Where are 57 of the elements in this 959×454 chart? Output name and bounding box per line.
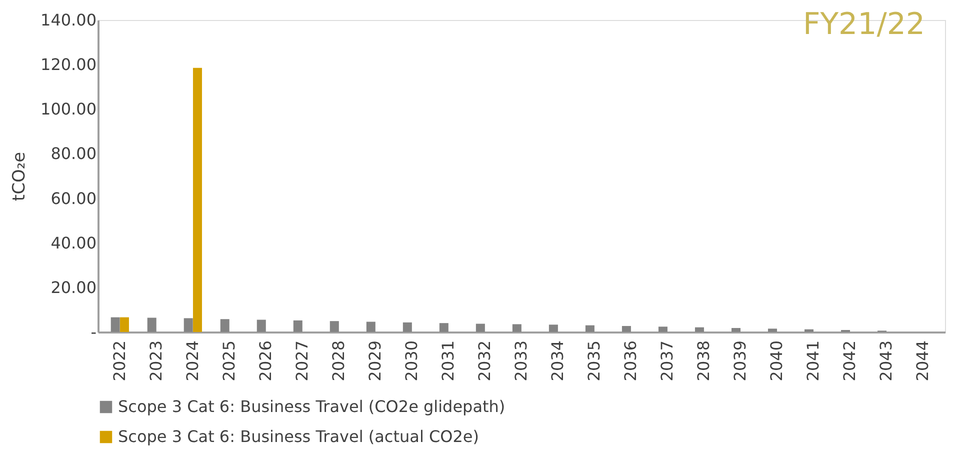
bar bbox=[694, 327, 704, 332]
x-tick-label: 2039 bbox=[730, 340, 750, 382]
bar bbox=[622, 326, 631, 332]
x-tick-label: 2025 bbox=[219, 340, 238, 382]
x-tick-label: 2043 bbox=[876, 340, 896, 382]
bar bbox=[366, 322, 376, 332]
x-tick-label: 2033 bbox=[512, 340, 530, 382]
x-tick-label: 2028 bbox=[328, 340, 348, 382]
bar bbox=[476, 324, 485, 332]
bar bbox=[147, 318, 156, 332]
annotation: FY21/22 bbox=[802, 7, 925, 42]
bar bbox=[192, 68, 202, 332]
x-tick-label: 2030 bbox=[402, 340, 421, 382]
bar bbox=[804, 329, 814, 332]
x-tick-label: 2035 bbox=[584, 340, 604, 382]
bar bbox=[731, 328, 740, 332]
x-tick-label: 2038 bbox=[694, 340, 714, 382]
bar bbox=[658, 326, 668, 332]
bar bbox=[768, 328, 777, 332]
x-tick-label: 2037 bbox=[658, 340, 677, 382]
y-axis-title: tCO₂e bbox=[10, 152, 30, 202]
x-tick-label: 2041 bbox=[804, 340, 823, 382]
y-tick-label: 100.00 bbox=[40, 100, 96, 119]
bar bbox=[402, 322, 412, 332]
y-tick-label: 140.00 bbox=[40, 10, 96, 30]
y-tick-label: 120.00 bbox=[40, 55, 96, 74]
y-tick-label: 80.00 bbox=[50, 144, 96, 164]
x-tick-label: 2022 bbox=[110, 340, 129, 382]
x-tick-label: 2031 bbox=[438, 340, 458, 382]
bar bbox=[439, 323, 448, 332]
x-tick-label: 2027 bbox=[292, 340, 312, 382]
bar bbox=[110, 317, 120, 332]
bar bbox=[330, 321, 339, 332]
bar bbox=[548, 324, 558, 332]
y-tick-label: - bbox=[90, 322, 96, 342]
x-tick-label: 2042 bbox=[840, 340, 860, 382]
x-tick-label: 2040 bbox=[767, 340, 786, 382]
x-tick-label: 2023 bbox=[146, 340, 166, 382]
bar bbox=[293, 320, 302, 332]
y-tick-label: 20.00 bbox=[50, 278, 96, 297]
legend-label: Scope 3 Cat 6: Business Travel (CO2e glidepath) bbox=[118, 397, 506, 416]
x-tick-label: 2034 bbox=[548, 340, 568, 382]
bar bbox=[585, 325, 594, 332]
x-tick-label: 2029 bbox=[365, 340, 384, 382]
bar bbox=[220, 319, 230, 332]
y-tick-label: 60.00 bbox=[50, 188, 96, 208]
bar bbox=[512, 324, 522, 332]
x-tick-label: 2024 bbox=[182, 340, 202, 382]
x-tick-label: 2032 bbox=[474, 340, 494, 382]
legend-label: Scope 3 Cat 6: Business Travel (actual CO2e) bbox=[118, 427, 479, 446]
bar bbox=[120, 317, 129, 332]
x-tick-label: 2044 bbox=[913, 340, 932, 382]
bar bbox=[184, 318, 193, 332]
y-tick-label: 40.00 bbox=[50, 233, 96, 252]
bar bbox=[256, 320, 266, 332]
x-tick-label: 2036 bbox=[621, 340, 640, 382]
x-tick-label: 2026 bbox=[256, 340, 275, 382]
